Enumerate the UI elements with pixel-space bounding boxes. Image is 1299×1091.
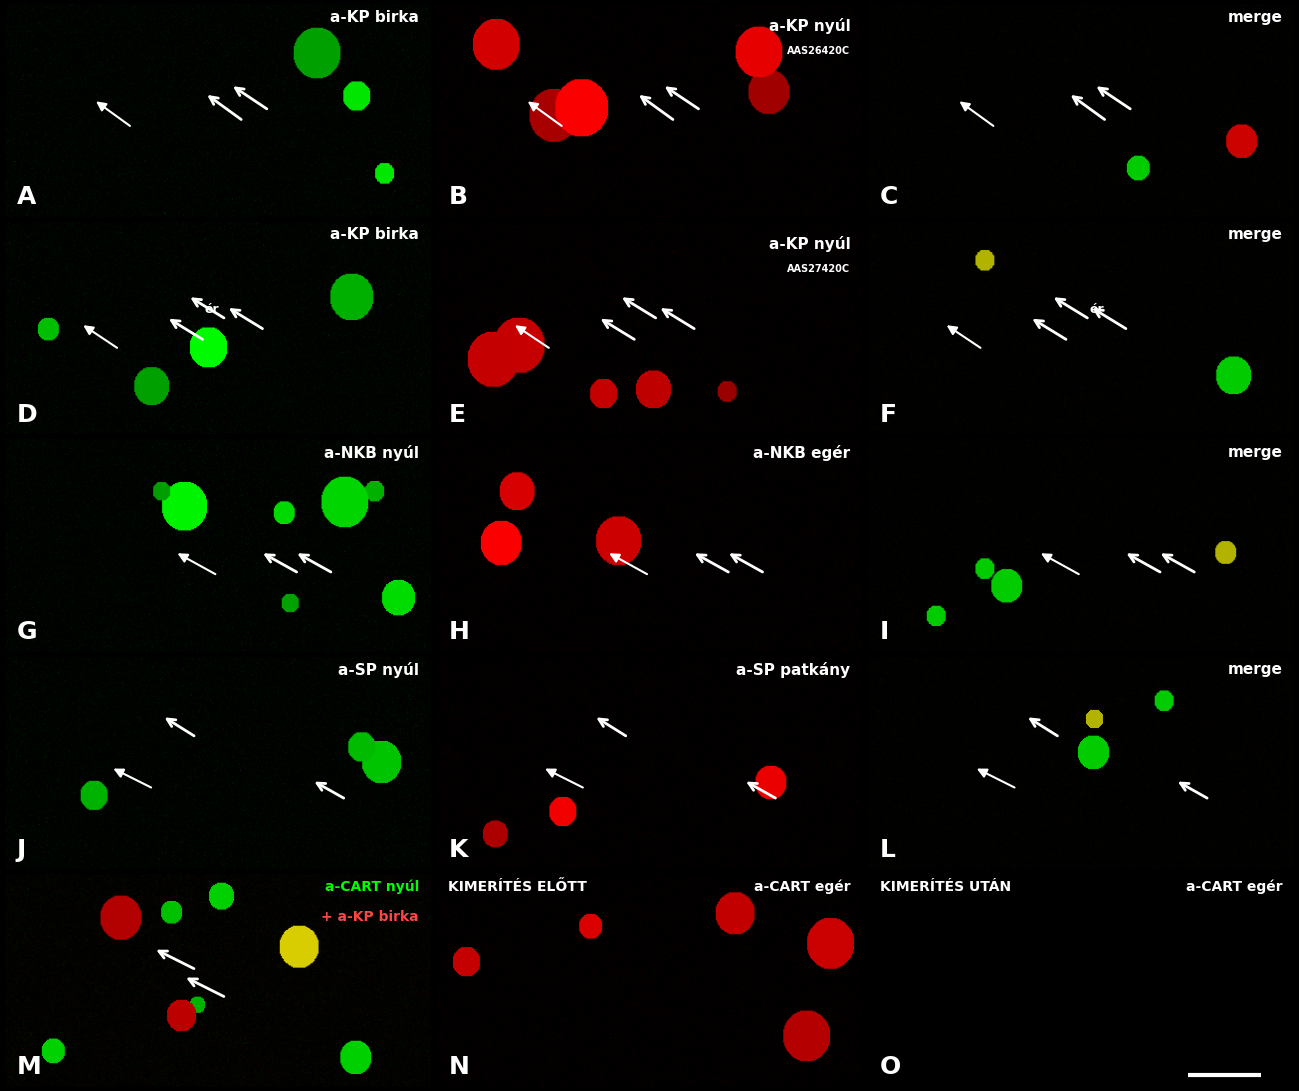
Text: a-SP nyúl: a-SP nyúl	[338, 662, 418, 679]
Text: L: L	[881, 838, 896, 862]
Text: J: J	[17, 838, 26, 862]
Text: ér: ér	[1090, 303, 1104, 316]
Text: E: E	[448, 403, 465, 427]
Text: a-KP birka: a-KP birka	[330, 227, 418, 242]
Text: a-SP patkány: a-SP patkány	[737, 662, 851, 679]
Text: H: H	[448, 620, 469, 644]
Text: AAS27420C: AAS27420C	[787, 264, 851, 274]
Text: KIMERÍTÉS ELŐTT: KIMERÍTÉS ELŐTT	[448, 879, 587, 894]
Text: merge: merge	[1228, 445, 1282, 459]
Text: O: O	[881, 1055, 902, 1079]
Text: I: I	[881, 620, 890, 644]
Text: merge: merge	[1228, 227, 1282, 242]
Text: a-NKB egér: a-NKB egér	[753, 445, 851, 460]
Text: M: M	[17, 1055, 42, 1079]
Text: F: F	[881, 403, 898, 427]
Text: AAS26420C: AAS26420C	[787, 46, 851, 56]
Text: a-KP nyúl: a-KP nyúl	[769, 19, 851, 34]
Text: C: C	[881, 185, 899, 209]
Text: merge: merge	[1228, 662, 1282, 678]
Text: KIMERÍTÉS UTÁN: KIMERÍTÉS UTÁN	[881, 879, 1011, 894]
Text: + a-KP birka: + a-KP birka	[321, 910, 418, 924]
Text: K: K	[448, 838, 468, 862]
Text: a-KP birka: a-KP birka	[330, 10, 418, 25]
Text: ér: ér	[205, 303, 220, 316]
Text: a-CART nyúl: a-CART nyúl	[325, 879, 418, 895]
Text: a-CART egér: a-CART egér	[753, 879, 851, 895]
Text: N: N	[448, 1055, 469, 1079]
Text: a-CART egér: a-CART egér	[1186, 879, 1282, 895]
Text: merge: merge	[1228, 10, 1282, 25]
Text: B: B	[448, 185, 468, 209]
Text: a-NKB nyúl: a-NKB nyúl	[323, 445, 418, 460]
Text: A: A	[17, 185, 36, 209]
Text: D: D	[17, 403, 38, 427]
Text: G: G	[17, 620, 38, 644]
Text: a-KP nyúl: a-KP nyúl	[769, 236, 851, 252]
